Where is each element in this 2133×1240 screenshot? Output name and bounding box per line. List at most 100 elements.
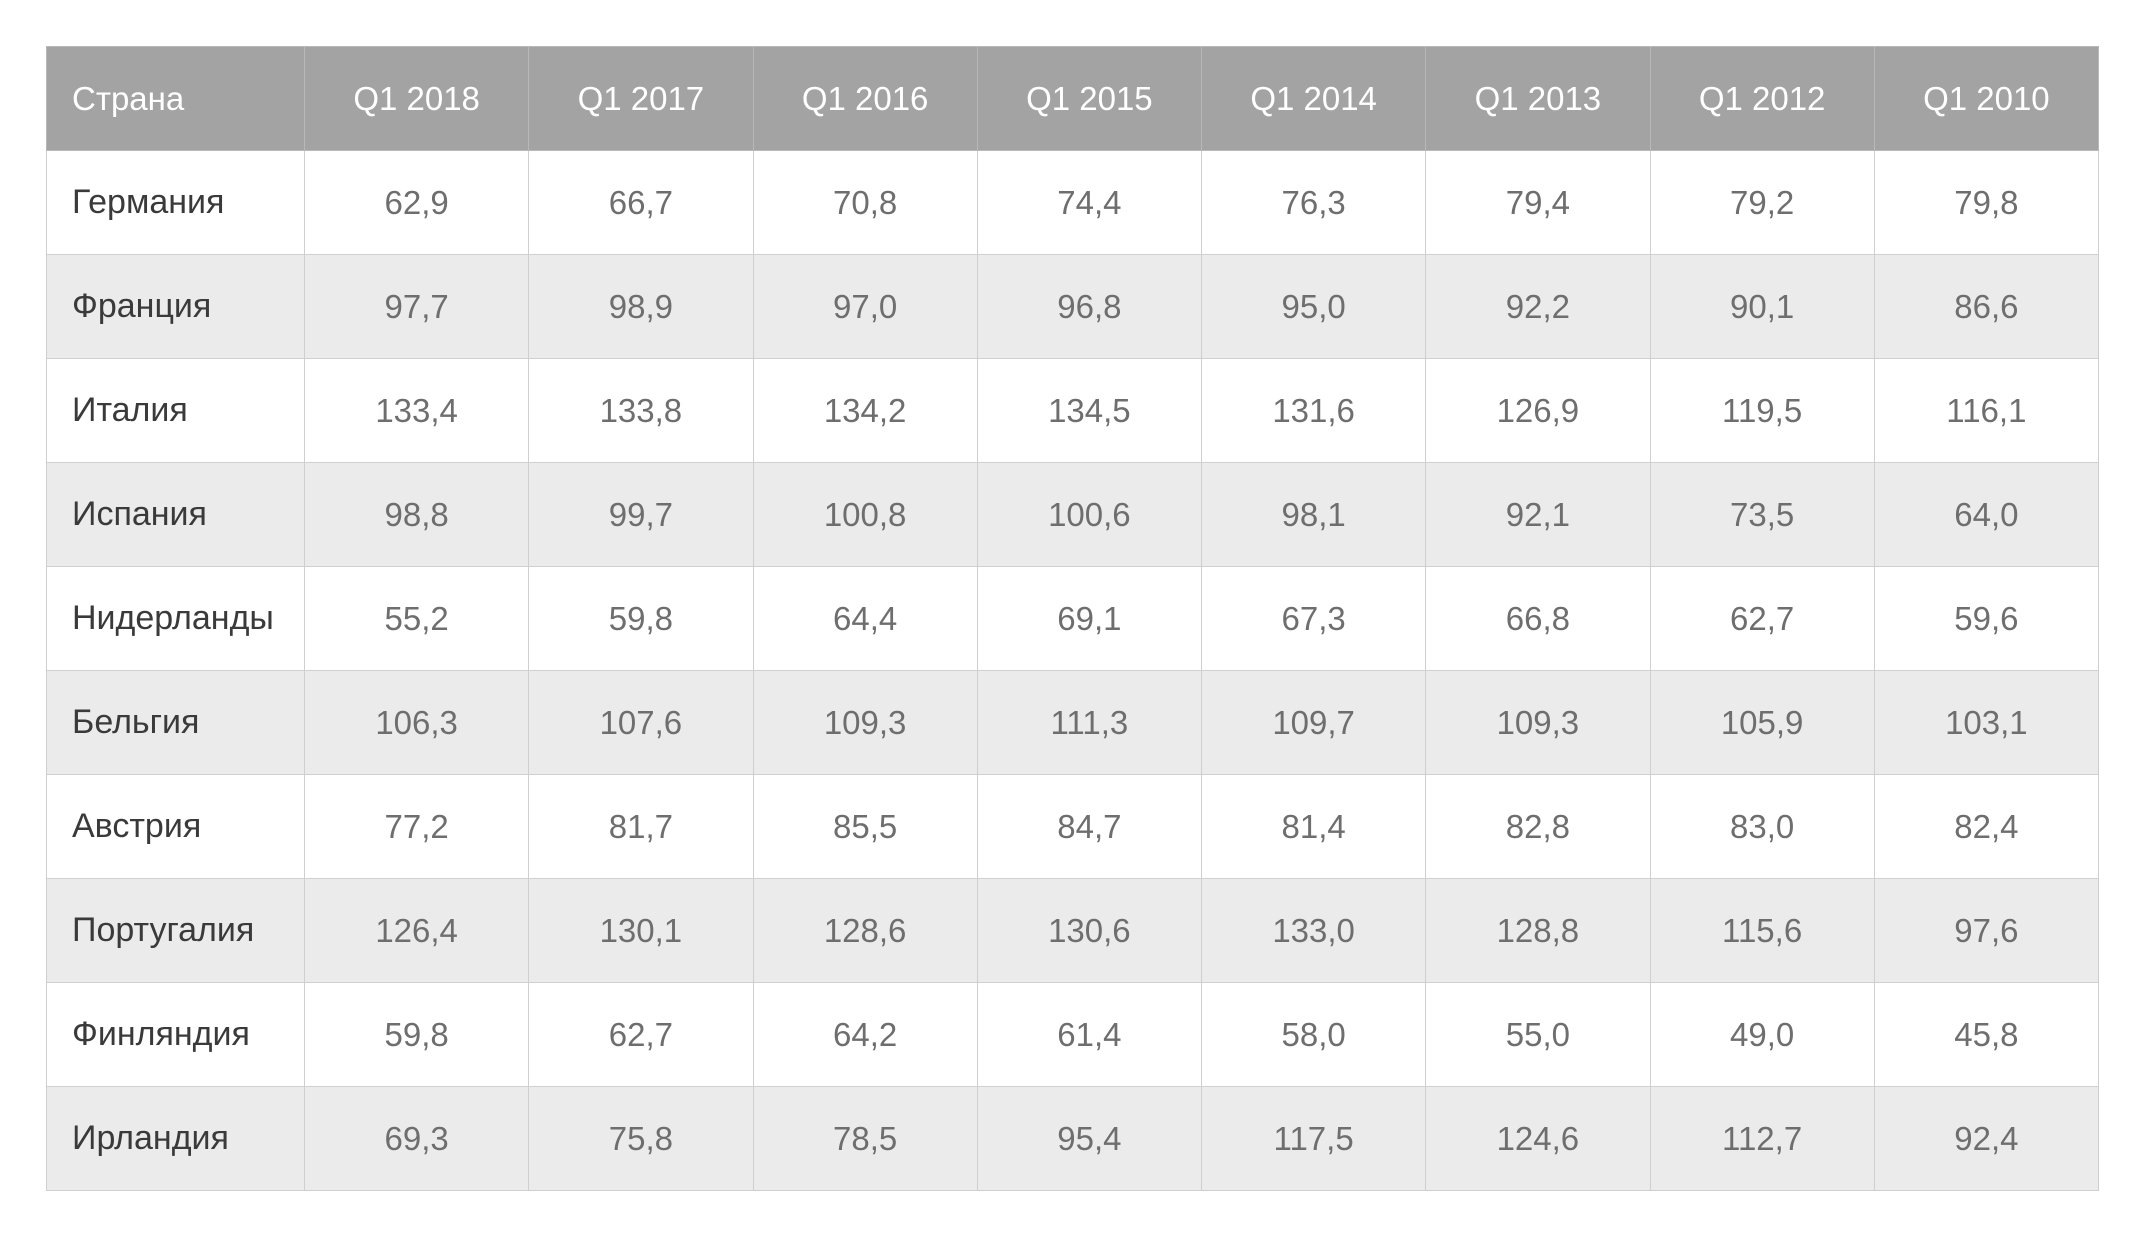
value-cell: 81,4 [1200, 774, 1427, 879]
value-cell: 62,7 [1649, 566, 1875, 671]
table-row: Италия 133,4 133,8 134,2 134,5 131,6 126,9 119,… [46, 358, 2100, 463]
value-cell: 130,6 [976, 878, 1203, 983]
value-cell: 81,7 [528, 774, 754, 879]
value-cell: 97,7 [303, 254, 530, 359]
table-row: Австрия 77,2 81,7 85,5 84,7 81,4 82,8 83,0 82,4 [46, 774, 2100, 879]
country-cell: Испания [46, 462, 305, 567]
value-cell: 133,4 [303, 358, 530, 463]
value-cell: 133,0 [1200, 878, 1427, 983]
value-cell: 92,2 [1425, 254, 1651, 359]
value-cell: 59,8 [303, 982, 530, 1087]
country-cell: Австрия [46, 774, 305, 879]
value-cell: 130,1 [528, 878, 754, 983]
column-header-year: Q1 2016 [752, 46, 978, 151]
value-cell: 62,9 [303, 150, 530, 255]
value-cell: 109,7 [1200, 670, 1427, 775]
table-row: Нидерланды 55,2 59,8 64,4 69,1 67,3 66,8 62,7 59… [46, 566, 2100, 671]
country-cell: Германия [46, 150, 305, 255]
column-header-year: Q1 2010 [1873, 46, 2100, 151]
value-cell: 49,0 [1649, 982, 1875, 1087]
value-cell: 124,6 [1425, 1086, 1651, 1191]
value-cell: 82,8 [1425, 774, 1651, 879]
column-header-year: Q1 2012 [1649, 46, 1875, 151]
column-header-year: Q1 2014 [1200, 46, 1427, 151]
value-cell: 107,6 [528, 670, 754, 775]
value-cell: 99,7 [528, 462, 754, 567]
value-cell: 58,0 [1200, 982, 1427, 1087]
value-cell: 78,5 [752, 1086, 978, 1191]
value-cell: 111,3 [976, 670, 1203, 775]
table-row: Франция 97,7 98,9 97,0 96,8 95,0 92,2 90,1 86,6 [46, 254, 2100, 359]
value-cell: 98,1 [1200, 462, 1427, 567]
value-cell: 100,8 [752, 462, 978, 567]
value-cell: 119,5 [1649, 358, 1875, 463]
value-cell: 79,8 [1873, 150, 2100, 255]
value-cell: 70,8 [752, 150, 978, 255]
table-row: Испания 98,8 99,7 100,8 100,6 98,1 92,1 73,5 64,… [46, 462, 2100, 567]
value-cell: 109,3 [752, 670, 978, 775]
value-cell: 55,2 [303, 566, 530, 671]
country-cell: Франция [46, 254, 305, 359]
value-cell: 64,0 [1873, 462, 2100, 567]
table-header: Страна Q1 2018 Q1 2017 Q1 2016 Q1 2015 Q1 201… [46, 46, 2100, 151]
table-row: Германия 62,9 66,7 70,8 74,4 76,3 79,4 79,2 79,8 [46, 150, 2100, 255]
country-cell: Италия [46, 358, 305, 463]
value-cell: 116,1 [1873, 358, 2100, 463]
table-body: Германия 62,9 66,7 70,8 74,4 76,3 79,4 79,2 79,8… [46, 150, 2100, 1191]
column-header-country: Страна [46, 46, 305, 151]
table-row: Финляндия 59,8 62,7 64,2 61,4 58,0 55,0 49,0 45,… [46, 982, 2100, 1087]
column-header-year: Q1 2017 [528, 46, 754, 151]
value-cell: 134,2 [752, 358, 978, 463]
value-cell: 103,1 [1873, 670, 2100, 775]
country-cell: Нидерланды [46, 566, 305, 671]
value-cell: 95,4 [976, 1086, 1203, 1191]
table-row: Ирландия 69,3 75,8 78,5 95,4 117,5 124,6 112,7 9… [46, 1086, 2100, 1191]
value-cell: 73,5 [1649, 462, 1875, 567]
value-cell: 75,8 [528, 1086, 754, 1191]
value-cell: 126,4 [303, 878, 530, 983]
value-cell: 86,6 [1873, 254, 2100, 359]
data-table: Страна Q1 2018 Q1 2017 Q1 2016 Q1 2015 Q1 201… [46, 46, 2100, 1191]
value-cell: 66,8 [1425, 566, 1651, 671]
country-cell: Финляндия [46, 982, 305, 1087]
value-cell: 69,3 [303, 1086, 530, 1191]
value-cell: 128,8 [1425, 878, 1651, 983]
value-cell: 69,1 [976, 566, 1203, 671]
value-cell: 100,6 [976, 462, 1203, 567]
value-cell: 97,0 [752, 254, 978, 359]
value-cell: 62,7 [528, 982, 754, 1087]
value-cell: 109,3 [1425, 670, 1651, 775]
value-cell: 131,6 [1200, 358, 1427, 463]
value-cell: 92,4 [1873, 1086, 2100, 1191]
value-cell: 64,4 [752, 566, 978, 671]
value-cell: 84,7 [976, 774, 1203, 879]
value-cell: 82,4 [1873, 774, 2100, 879]
value-cell: 95,0 [1200, 254, 1427, 359]
value-cell: 64,2 [752, 982, 978, 1087]
value-cell: 67,3 [1200, 566, 1427, 671]
value-cell: 126,9 [1425, 358, 1651, 463]
value-cell: 74,4 [976, 150, 1203, 255]
header-row: Страна Q1 2018 Q1 2017 Q1 2016 Q1 2015 Q1 201… [46, 46, 2100, 151]
column-header-year: Q1 2013 [1425, 46, 1651, 151]
value-cell: 83,0 [1649, 774, 1875, 879]
value-cell: 105,9 [1649, 670, 1875, 775]
value-cell: 77,2 [303, 774, 530, 879]
table-row: Бельгия 106,3 107,6 109,3 111,3 109,7 109,3 105… [46, 670, 2100, 775]
value-cell: 59,8 [528, 566, 754, 671]
value-cell: 79,2 [1649, 150, 1875, 255]
value-cell: 115,6 [1649, 878, 1875, 983]
value-cell: 117,5 [1200, 1086, 1427, 1191]
column-header-year: Q1 2015 [976, 46, 1203, 151]
value-cell: 106,3 [303, 670, 530, 775]
country-cell: Бельгия [46, 670, 305, 775]
value-cell: 112,7 [1649, 1086, 1875, 1191]
country-cell: Ирландия [46, 1086, 305, 1191]
country-cell: Португалия [46, 878, 305, 983]
value-cell: 55,0 [1425, 982, 1651, 1087]
value-cell: 90,1 [1649, 254, 1875, 359]
value-cell: 97,6 [1873, 878, 2100, 983]
value-cell: 92,1 [1425, 462, 1651, 567]
value-cell: 66,7 [528, 150, 754, 255]
value-cell: 76,3 [1200, 150, 1427, 255]
